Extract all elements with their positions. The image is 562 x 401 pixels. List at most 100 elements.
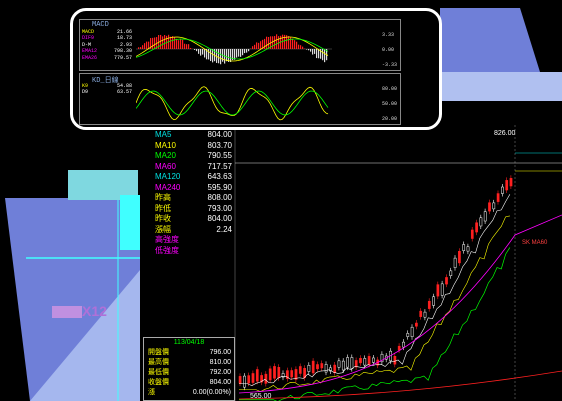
macd-bar [174, 37, 175, 49]
macd-bar [312, 49, 313, 55]
candle-body [437, 285, 439, 297]
candle-body [428, 301, 430, 308]
price-info-label: MA5 [155, 130, 171, 141]
macd-axis-top: 3.33 [382, 32, 394, 38]
wm-box [52, 306, 82, 318]
ohlc-row: 開盤價 796.00 [144, 348, 234, 358]
price-info-row: MA5 804.00 [143, 130, 235, 141]
candle-body [342, 361, 344, 370]
candle-body [338, 361, 340, 368]
macd-bar [240, 49, 241, 57]
price-info-value: 808.00 [208, 193, 232, 204]
watermark-text: X12 [82, 303, 107, 319]
price-info-label: MA240 [155, 183, 180, 194]
price-info-row: MA20 790.55 [143, 151, 235, 162]
candle-body [372, 358, 374, 362]
price-info-label: 昨高 [155, 193, 171, 204]
peak-label: 826.00 [494, 130, 515, 137]
macd-bar [212, 49, 213, 62]
macd-bar [302, 47, 303, 49]
macd-bar [210, 49, 211, 61]
ohlc-value: 792.00 [210, 368, 231, 378]
macd-bar [186, 44, 187, 49]
price-info-panel: MA5 804.00 MA10 803.70 MA20 790.55 MA60 717.57 M… [143, 130, 235, 256]
price-info-value: 793.00 [208, 204, 232, 215]
macd-bar [300, 45, 301, 49]
macd-axis-bottom: -3.33 [382, 62, 397, 68]
price-info-row: 昨收 804.00 [143, 214, 235, 225]
price-info-label: 低強度 [155, 246, 179, 257]
price-info-label: MA120 [155, 172, 180, 183]
macd-bar [268, 37, 269, 49]
macd-bar [322, 49, 323, 60]
candle-body [441, 284, 443, 296]
macd-bar [180, 39, 181, 49]
indicator-callout: MACD MACD 21.66 DIF9 18.73 D-M 2.93 EMA12 798.3… [70, 8, 442, 130]
ohlc-label: 最高價 [148, 358, 169, 368]
macd-bar [254, 45, 255, 49]
candle-body [445, 277, 447, 284]
macd-bar [248, 49, 249, 51]
candle-body [368, 356, 370, 364]
candle-body [506, 180, 508, 190]
kd-axis-top: 80.00 [382, 86, 397, 92]
macd-bar [142, 45, 143, 49]
macd-bar [154, 37, 155, 49]
low-label: 565.00 [250, 393, 271, 400]
macd-bar [200, 49, 201, 56]
price-info-row: MA10 803.70 [143, 141, 235, 152]
price-info-value: 595.90 [208, 183, 232, 194]
macd-bar [244, 49, 245, 53]
ma-tag: SK MA60 [522, 240, 547, 246]
candle-body [497, 194, 499, 202]
candle-body [407, 333, 409, 336]
kd_panel-label-name: D9 [82, 89, 88, 95]
candle-body [488, 203, 490, 211]
macd-bar [242, 49, 243, 55]
price-info-row: 昨低 793.00 [143, 204, 235, 215]
candle-body [402, 342, 404, 347]
candle-body [256, 369, 258, 381]
macd-bar [208, 49, 209, 59]
macd-title: MACD [92, 21, 109, 29]
price-info-label: 昨收 [155, 214, 171, 225]
price-info-row: 高強度 [143, 235, 235, 246]
macd-bar [314, 49, 315, 54]
macd-bar [238, 49, 239, 57]
candle-body [278, 367, 280, 377]
kd-axis-bottom: 20.00 [382, 116, 397, 122]
ohlc-row: 漲 0.00(0.00%) [144, 388, 234, 398]
candle-body [355, 360, 357, 367]
macd-bar [272, 36, 273, 49]
cyan-bar [120, 195, 140, 250]
price-info-row: MA60 717.57 [143, 162, 235, 173]
ohlc-data-box: 113/04/18 開盤價 796.00 最高價 810.00 最低價 792.00 收盤價… [143, 337, 235, 401]
ohlc-value: 0.00(0.00%) [193, 388, 231, 398]
macd_panel-label-name: EMA26 [82, 55, 97, 61]
ohlc-row: 收盤價 804.00 [144, 378, 234, 388]
price-info-row: 漲幅 2.24 [143, 225, 235, 236]
macd-panel: MACD MACD 21.66 DIF9 18.73 D-M 2.93 EMA12 798.3… [79, 19, 401, 71]
ohlc-row: 最高價 810.00 [144, 358, 234, 368]
macd-bar [140, 47, 141, 49]
candle-body [458, 251, 460, 263]
macd-bar [306, 49, 307, 50]
blue-shape-right [440, 8, 540, 72]
macd-bar [296, 42, 297, 49]
macd-bar [260, 41, 261, 49]
candle-body [394, 356, 396, 364]
macd-bar [308, 49, 309, 50]
macd-bar [196, 49, 197, 51]
macd-bar [198, 49, 199, 54]
ohlc-label: 漲 [148, 388, 155, 398]
candle-body [484, 212, 486, 221]
macd-bar [202, 49, 203, 55]
candle-body [347, 357, 349, 367]
ohlc-label: 收盤價 [148, 378, 169, 388]
candle-body [433, 297, 435, 306]
price-info-row: 昨高 808.00 [143, 193, 235, 204]
candle-body [424, 312, 426, 317]
macd-bar [220, 49, 221, 64]
ohlc-value: 810.00 [210, 358, 231, 368]
candle-body [364, 358, 366, 365]
